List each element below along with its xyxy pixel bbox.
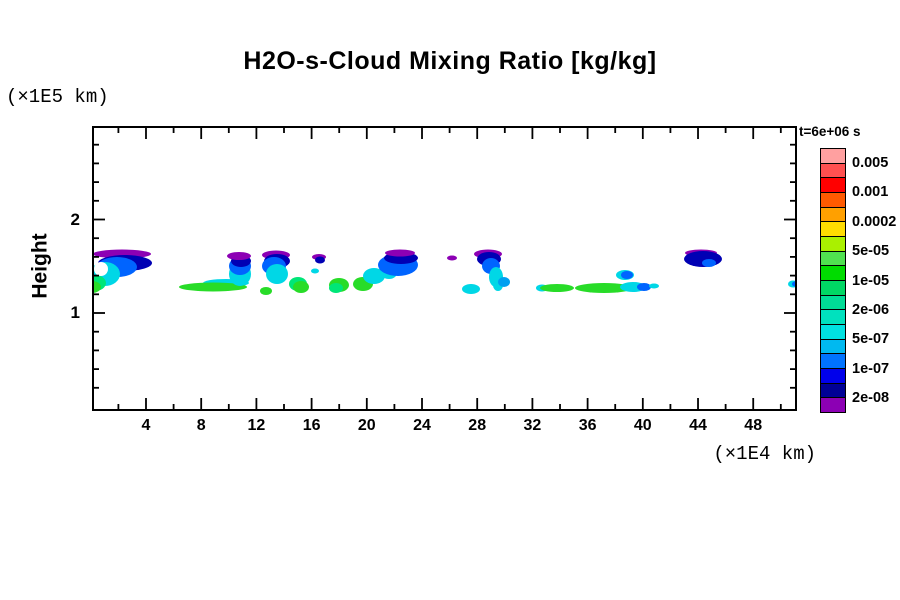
colorbar-cell [821, 339, 845, 355]
colorbar-value-label: 2e-08 [852, 390, 890, 407]
x-tick-label: 32 [523, 417, 542, 434]
cloud-contour-shape [540, 284, 574, 292]
x-tick-label: 4 [141, 417, 151, 434]
colorbar-cell [821, 369, 845, 384]
cloud-contours [94, 249, 795, 295]
cloud-contour-shape [385, 249, 415, 257]
x-tick-label: 44 [689, 417, 707, 434]
cloud-contour-shape [363, 268, 385, 284]
cloud-contour-shape [179, 282, 247, 292]
x-tick-label: 48 [744, 417, 763, 434]
cloud-contour-shape [315, 256, 325, 264]
x-axis-units-label: (×1E4 km) [713, 443, 816, 465]
colorbar-cell [821, 251, 845, 267]
axis-ticks [93, 127, 796, 410]
cloud-contour-shape [702, 259, 716, 267]
y-tick-label: 2 [70, 209, 80, 229]
cloud-contour-shape [329, 283, 343, 293]
colorbar-cell [821, 354, 845, 370]
cloud-contour-shape [94, 281, 101, 293]
cloud-contour-shape [260, 287, 272, 295]
colorbar [820, 148, 846, 413]
colorbar-value-label: 0.001 [852, 184, 889, 201]
cloud-contour-shape [792, 281, 795, 287]
cloud-contour-shape [94, 262, 108, 276]
x-tick-label: 40 [633, 417, 652, 434]
cloud-contour-shape [311, 268, 319, 274]
colorbar-cell [821, 295, 845, 311]
cloud-contour-shape [293, 281, 309, 293]
cloud-contour-shape [462, 284, 480, 294]
colorbar-cell [821, 193, 845, 208]
x-tick-label: 36 [578, 417, 597, 434]
colorbar-cell [821, 398, 845, 413]
plot-frame [92, 126, 797, 411]
colorbar-value-label: 5e-05 [852, 243, 890, 260]
chart-title: H2O-s-Cloud Mixing Ratio [kg/kg] [243, 47, 657, 75]
colorbar-cell [821, 266, 845, 282]
cloud-contour-shape [575, 283, 633, 293]
colorbar-cell [821, 281, 845, 296]
colorbar-value-label: 5e-07 [852, 331, 890, 348]
colorbar-cell [821, 163, 845, 179]
colorbar-value-label: 0.005 [852, 154, 889, 171]
colorbar-cell [821, 222, 845, 238]
x-tick-label: 28 [468, 417, 487, 434]
colorbar-cell [821, 383, 845, 399]
colorbar-cell [821, 178, 845, 194]
y-axis-units-label: (×1E5 km) [6, 86, 109, 108]
cloud-contour-shape [266, 264, 288, 284]
cloud-contour-shape [621, 271, 633, 279]
cloud-contour-shape [447, 255, 457, 261]
cloud-contour-shape [227, 252, 251, 260]
colorbar-cell [821, 310, 845, 326]
colorbar-value-label: 1e-05 [852, 272, 890, 289]
colorbar-cell [821, 149, 845, 164]
y-tick-label: 1 [70, 303, 80, 322]
x-tick-label: 12 [247, 417, 266, 434]
colorbar-cell [821, 237, 845, 252]
colorbar-value-label: 0.0002 [852, 213, 897, 230]
x-tick-label: 16 [302, 417, 321, 434]
cloud-contour-shape [637, 283, 651, 291]
x-tick-label: 24 [413, 417, 431, 434]
cloud-contour-shape [498, 277, 510, 287]
colorbar-cell [821, 325, 845, 340]
colorbar-cell [821, 207, 845, 223]
colorbar-value-label: 1e-07 [852, 360, 890, 377]
x-tick-label: 8 [196, 417, 206, 434]
colorbar-value-label: 2e-06 [852, 301, 890, 318]
colorbar-time-label: t=6e+06 s [799, 124, 861, 139]
x-tick-label: 20 [357, 417, 376, 434]
cloud-contour-shape [649, 283, 659, 289]
